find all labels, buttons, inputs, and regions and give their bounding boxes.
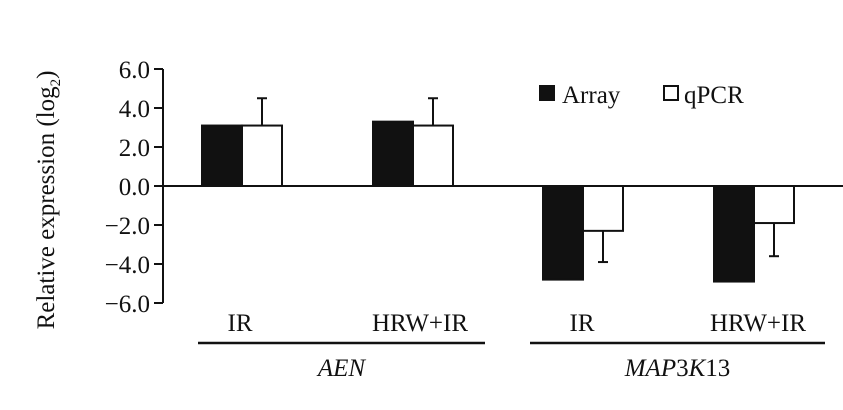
y-tick-label: 6.0: [119, 57, 150, 84]
group-label: AEN: [316, 355, 367, 382]
y-tick-label: 0.0: [119, 174, 150, 201]
y-axis-label-suffix: ): [33, 71, 60, 79]
legend: Array qPCR: [539, 82, 744, 109]
bar-qpcr: [582, 185, 624, 232]
category-label: HRW+IR: [710, 310, 806, 337]
group-label-part: AEN: [316, 355, 367, 382]
category-label: IR: [228, 310, 253, 337]
y-tick-label: −6.0: [105, 291, 150, 318]
y-tick-label: 2.0: [119, 135, 150, 162]
y-axis-label-text: Relative expression (log: [33, 86, 60, 329]
group-label: MAP3K13: [624, 355, 731, 382]
legend-label: Array: [562, 82, 621, 109]
bar-qpcr: [412, 124, 454, 188]
y-tick-label: −2.0: [105, 213, 150, 240]
y-axis-label-subscript: 2: [48, 79, 64, 87]
legend-swatch-array: [539, 85, 555, 101]
y-tick-label: −4.0: [105, 252, 150, 279]
category-label: IR: [570, 310, 595, 337]
group-label-part: MAP: [624, 355, 676, 382]
legend-label: qPCR: [684, 82, 744, 109]
legend-swatch-qpcr: [663, 85, 679, 101]
bar-array: [713, 185, 755, 283]
bar-array: [201, 124, 243, 188]
bar-array: [372, 120, 414, 187]
group-label-part: K: [688, 355, 707, 382]
bar-qpcr: [753, 185, 795, 225]
bar-qpcr: [241, 124, 283, 188]
bar-array: [542, 185, 584, 281]
bars: [201, 97, 795, 283]
y-axis-label: Relative expression (log2): [33, 71, 64, 330]
y-tick-label: 4.0: [119, 96, 150, 123]
group-label-part: 13: [705, 355, 730, 382]
category-label: HRW+IR: [372, 310, 468, 337]
y-axis: 6.0 4.0 2.0 0.0 −2.0 −4.0 −6.0: [105, 57, 843, 318]
group-label-part: 3: [676, 355, 689, 382]
